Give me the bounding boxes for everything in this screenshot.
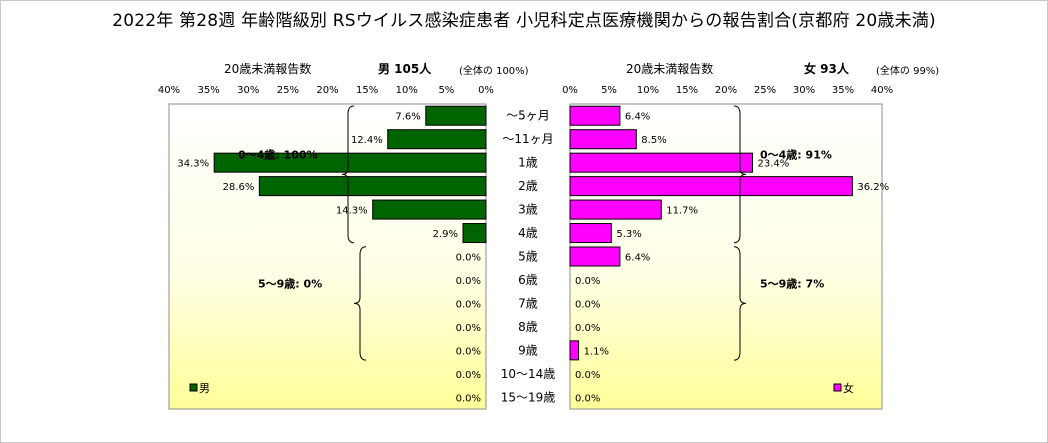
male-data-label: 0.0% — [456, 253, 481, 264]
female-group-brace — [733, 105, 747, 244]
female-bar — [569, 223, 612, 244]
female-bar — [569, 176, 853, 197]
male-bar — [425, 105, 487, 126]
male-plot-area — [168, 103, 487, 410]
category-label: 2歳 — [518, 179, 538, 193]
male-bar — [213, 152, 487, 173]
male-group-brace — [341, 105, 355, 244]
male-data-label: 0.0% — [456, 323, 481, 334]
category-label: 1歳 — [518, 156, 538, 170]
female-data-label: 6.4% — [625, 112, 650, 123]
male-bar — [387, 129, 487, 150]
male-data-label: 34.3% — [177, 159, 209, 170]
female-data-label: 0.0% — [575, 370, 600, 381]
female-tick-label: 25% — [754, 85, 776, 96]
male-tick-label: 30% — [237, 85, 259, 96]
female-tick-label: 10% — [637, 85, 659, 96]
male-group-brace — [353, 246, 367, 361]
female-tick-label: 30% — [793, 85, 815, 96]
category-label: 3歳 — [518, 203, 538, 217]
male-data-label: 7.6% — [395, 112, 420, 123]
female-data-label: 0.0% — [575, 323, 600, 334]
female-bar — [569, 105, 621, 126]
male-total-label: 男 105人 — [378, 62, 432, 76]
category-label: 8歳 — [518, 320, 538, 334]
male-tick-label: 5% — [438, 85, 454, 96]
female-total-label: 女 93人 — [804, 62, 849, 76]
female-tick-label: 15% — [676, 85, 698, 96]
female-tick-label: 5% — [601, 85, 617, 96]
male-share-label: (全体の 100%) — [459, 66, 529, 77]
male-data-label: 28.6% — [223, 182, 255, 193]
male-data-label: 0.0% — [456, 276, 481, 287]
category-label: 7歳 — [518, 296, 538, 310]
female-data-label: 5.3% — [616, 229, 641, 240]
female-bar — [569, 199, 662, 220]
male-data-label: 0.0% — [456, 299, 481, 310]
category-label: 9歳 — [518, 343, 538, 357]
female-data-label: 0.0% — [575, 276, 600, 287]
male-data-label: 12.4% — [351, 135, 383, 146]
female-legend-label: 女 — [843, 381, 854, 395]
female-axis-caption: 20歳未満報告数 — [626, 62, 714, 76]
category-label: ～11ヶ月 — [502, 132, 553, 146]
male-group-label: 5～9歳: 0% — [258, 276, 322, 290]
female-data-label: 0.0% — [575, 393, 600, 404]
male-bar — [258, 176, 487, 197]
male-axis-caption: 20歳未満報告数 — [224, 62, 312, 76]
female-tick-label: 40% — [871, 85, 893, 96]
female-bar — [569, 129, 637, 150]
male-bar — [462, 223, 487, 244]
male-data-label: 0.0% — [456, 346, 481, 357]
female-data-label: 1.1% — [584, 346, 609, 357]
male-group-label: 0～4歳: 100% — [238, 147, 318, 161]
female-data-label: 0.0% — [575, 299, 600, 310]
female-tick-label: 20% — [715, 85, 737, 96]
female-data-label: 11.7% — [666, 206, 698, 217]
category-label: 10～14歳 — [501, 367, 556, 381]
category-label: 15～19歳 — [501, 390, 556, 404]
female-group-label: 5～9歳: 7% — [760, 276, 824, 290]
male-data-label: 14.3% — [336, 206, 368, 217]
male-tick-label: 15% — [356, 85, 378, 96]
female-group-brace — [733, 246, 747, 361]
female-bar — [569, 246, 621, 267]
male-legend-swatch — [189, 383, 198, 392]
male-data-label: 0.0% — [456, 370, 481, 381]
male-tick-label: 40% — [158, 85, 180, 96]
female-bar — [569, 340, 580, 361]
female-data-label: 6.4% — [625, 253, 650, 264]
female-tick-label: 0% — [562, 85, 578, 96]
male-data-label: 2.9% — [433, 229, 458, 240]
male-bar — [372, 199, 487, 220]
female-share-label: (全体の 99%) — [876, 66, 940, 77]
male-tick-label: 25% — [277, 85, 299, 96]
male-tick-label: 35% — [198, 85, 220, 96]
category-label: 4歳 — [518, 226, 538, 240]
male-data-label: 0.0% — [456, 393, 481, 404]
female-data-label: 23.4% — [758, 159, 790, 170]
chart-title: 2022年 第28週 年齢階級別 RSウイルス感染症患者 小児科定点医療機関から… — [112, 11, 936, 31]
category-label: ～5ヶ月 — [506, 109, 550, 123]
female-bar — [569, 152, 754, 173]
male-tick-label: 10% — [396, 85, 418, 96]
female-data-label: 36.2% — [857, 182, 889, 193]
male-tick-label: 0% — [478, 85, 494, 96]
female-group-label: 0～4歳: 91% — [760, 147, 832, 161]
male-legend-label: 男 — [199, 382, 210, 395]
category-label: 6歳 — [518, 273, 538, 287]
female-tick-label: 35% — [832, 85, 854, 96]
category-label: 5歳 — [518, 250, 538, 264]
male-tick-label: 20% — [316, 85, 338, 96]
female-data-label: 8.5% — [641, 135, 666, 146]
female-legend-swatch — [833, 383, 842, 392]
